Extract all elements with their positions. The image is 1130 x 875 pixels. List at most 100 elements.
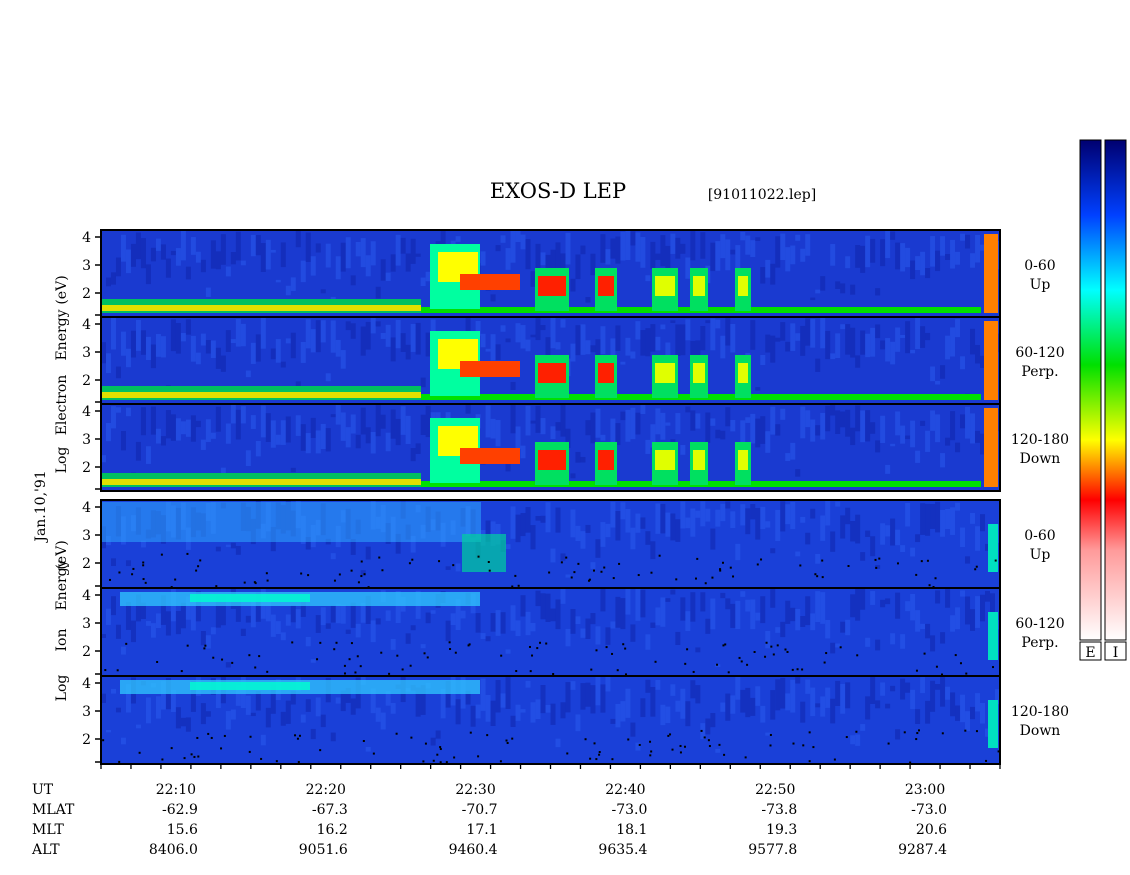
texture-cell: [905, 247, 911, 268]
texture-cell: [695, 340, 701, 361]
texture-cell: [135, 319, 141, 351]
data-gap: [291, 641, 294, 644]
texture-cell: [115, 707, 121, 713]
data-gap: [592, 569, 595, 572]
texture-cell: [475, 613, 481, 633]
data-gap: [679, 744, 682, 747]
texture-cell: [565, 574, 571, 578]
texture-cell: [500, 325, 506, 332]
texture-cell: [945, 437, 951, 446]
texture-cell: [345, 687, 351, 703]
texture-cell: [200, 259, 206, 273]
texture-cell: [420, 377, 426, 388]
data-gap: [679, 751, 682, 754]
texture-cell: [160, 681, 166, 710]
texture-cell: [210, 627, 216, 635]
texture-cell: [590, 613, 596, 625]
data-gap: [160, 553, 163, 556]
data-gap: [622, 643, 625, 646]
data-gap: [776, 644, 779, 647]
data-gap: [190, 753, 193, 756]
blob-core-1: [598, 363, 614, 383]
texture-cell: [255, 690, 261, 711]
texture-cell: [865, 637, 871, 647]
texture-cell: [890, 443, 896, 447]
x-tick-label-alt: 9577.8: [748, 842, 797, 858]
texture-cell: [370, 620, 376, 643]
data-gap: [156, 660, 159, 663]
texture-cell: [735, 676, 741, 700]
texture-cell: [265, 413, 271, 443]
texture-cell: [715, 748, 721, 753]
texture-cell: [390, 337, 396, 362]
texture-cell: [600, 588, 606, 612]
y-axis-label-ion-2: Energy: [54, 559, 70, 610]
texture-cell: [870, 536, 876, 557]
texture-cell: [610, 238, 616, 259]
data-gap: [887, 742, 890, 745]
texture-cell: [575, 525, 581, 542]
texture-cell: [810, 687, 816, 717]
data-gap: [410, 736, 413, 739]
texture-cell: [910, 547, 916, 557]
data-gap: [197, 565, 200, 568]
texture-cell: [350, 602, 356, 628]
data-gap: [531, 654, 534, 657]
texture-cell: [650, 622, 656, 628]
data-gap: [816, 575, 819, 578]
data-gap: [359, 665, 362, 668]
texture-cell: [730, 511, 736, 529]
texture-cell: [695, 510, 701, 518]
x-row-label-mlat: MLAT: [32, 802, 75, 818]
data-gap: [445, 761, 448, 764]
texture-cell: [250, 712, 256, 717]
y-tick-label: 2: [82, 556, 91, 572]
data-gap: [740, 660, 743, 663]
texture-cell: [685, 517, 691, 529]
texture-cell: [225, 662, 231, 668]
texture-cell: [845, 619, 851, 636]
texture-cell: [705, 618, 711, 634]
y-axis-label-ion-1: Ion: [54, 629, 70, 652]
texture-cell: [910, 260, 916, 280]
data-gap: [477, 755, 480, 758]
texture-cell: [140, 540, 146, 548]
texture-cell: [815, 703, 821, 708]
texture-cell: [540, 252, 546, 266]
data-gap: [802, 744, 805, 747]
texture-cell: [685, 319, 691, 341]
texture-cell: [325, 243, 331, 268]
data-gap: [744, 756, 747, 759]
data-gap: [422, 760, 425, 763]
texture-cell: [360, 602, 366, 623]
texture-cell: [810, 508, 816, 519]
texture-cell: [175, 323, 181, 354]
texture-cell: [210, 240, 216, 269]
texture-cell: [580, 628, 586, 638]
texture-cell: [650, 541, 656, 560]
texture-cell: [205, 711, 211, 717]
texture-cell: [530, 271, 536, 287]
panel-ion: 4 3 2 0-60 Up 4 3 2 60-120 Perp. 4 3 2 120-180 Down Log…: [54, 499, 1069, 765]
texture-cell: [375, 286, 381, 299]
data-gap: [248, 750, 251, 753]
texture-cell: [510, 230, 516, 263]
texture-cell: [560, 702, 566, 719]
texture-cell: [905, 682, 911, 693]
texture-cell: [745, 235, 751, 255]
texture-cell: [665, 598, 671, 602]
texture-cell: [960, 414, 966, 429]
colorbar-frame: [1104, 139, 1127, 641]
texture-cell: [220, 355, 226, 372]
texture-cell: [320, 607, 326, 626]
data-gap: [545, 642, 548, 645]
texture-cell: [645, 531, 651, 545]
texture-cell: [490, 613, 496, 632]
texture-cell: [290, 332, 296, 359]
texture-cell: [900, 634, 906, 649]
texture-cell: [560, 588, 566, 604]
texture-cell: [400, 333, 406, 352]
texture-cell: [535, 516, 541, 521]
data-gap: [954, 654, 957, 657]
texture-cell: [495, 680, 501, 713]
